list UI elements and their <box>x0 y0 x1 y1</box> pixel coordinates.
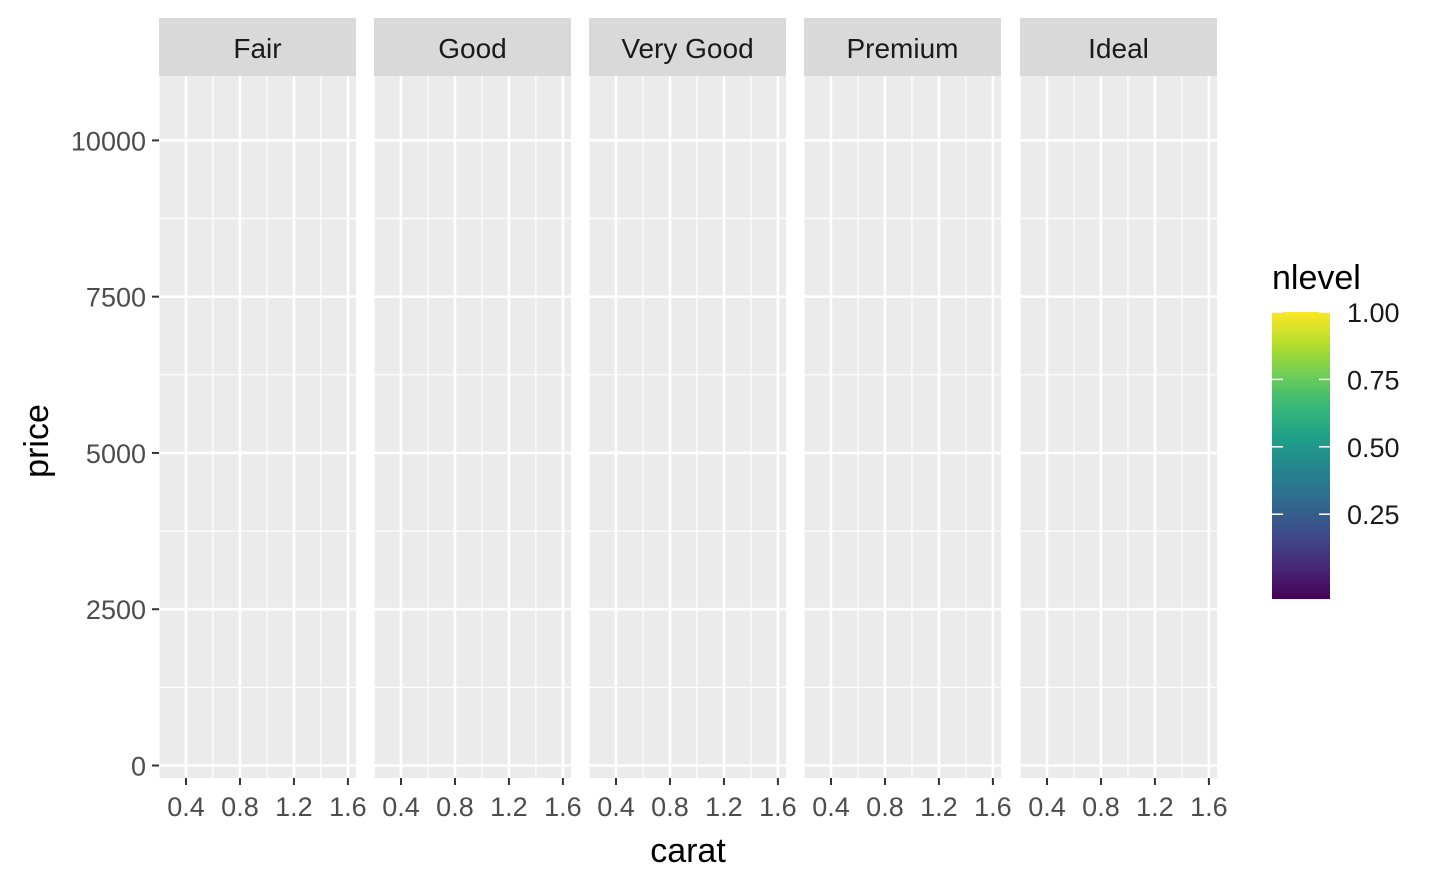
facet-panel: Ideal 0.4 0.8 1.2 1.6 <box>1019 18 1228 822</box>
y-tick-label: 5000 <box>86 439 146 469</box>
facet-label: Premium <box>846 33 958 64</box>
x-tick-label: 0.4 <box>382 792 420 822</box>
x-tick-label: 0.8 <box>866 792 904 822</box>
colorbar-label: 0.25 <box>1347 500 1400 530</box>
x-tick-label: 1.6 <box>544 792 582 822</box>
x-tick-label: 0.8 <box>221 792 259 822</box>
facet-label: Fair <box>233 33 281 64</box>
x-tick-label: 1.6 <box>759 792 797 822</box>
facet-label: Ideal <box>1088 33 1149 64</box>
x-tick-label: 0.8 <box>1082 792 1120 822</box>
x-tick-label: 0.4 <box>812 792 850 822</box>
panel-background <box>159 76 356 778</box>
colorbar-label: 0.75 <box>1347 365 1400 395</box>
facet-label: Good <box>438 33 507 64</box>
facet-panel: Good 0.4 0.8 1.2 1.6 <box>373 18 582 822</box>
facet-panel: Fair 0.4 0.8 1.2 1.6 <box>158 18 367 822</box>
facet-strip <box>374 18 571 76</box>
y-tick-label: 7500 <box>86 283 146 313</box>
x-tick-label: 0.8 <box>651 792 689 822</box>
x-tick-label: 0.4 <box>167 792 205 822</box>
x-tick-label: 0.4 <box>1028 792 1066 822</box>
x-tick-label: 0.4 <box>597 792 635 822</box>
facet-strip <box>589 18 786 76</box>
x-tick-label: 1.2 <box>920 792 958 822</box>
y-tick-label: 2500 <box>86 595 146 625</box>
facet-panel: Premium 0.4 0.8 1.2 1.6 <box>803 18 1012 822</box>
x-tick-label: 0.8 <box>436 792 474 822</box>
colorbar-label: 0.50 <box>1347 433 1400 463</box>
x-tick-label: 1.2 <box>1136 792 1174 822</box>
facet-label: Very Good <box>621 33 753 64</box>
x-tick-label: 1.6 <box>329 792 367 822</box>
colorbar-label: 1.00 <box>1347 298 1400 328</box>
facet-panel: Very Good 0.4 0.8 1.2 1.6 <box>588 18 797 822</box>
y-axis-title: price <box>18 404 56 478</box>
x-tick-label: 1.2 <box>705 792 743 822</box>
facet-strip <box>804 18 1001 76</box>
color-legend: nlevel 0.25 0.50 0.75 1.00 <box>1272 259 1400 599</box>
y-axis: 0 2500 5000 7500 10000 <box>71 126 159 781</box>
panel-background <box>374 76 571 778</box>
x-tick-label: 1.2 <box>275 792 313 822</box>
colorbar-ticks: 0.25 0.50 0.75 1.00 <box>1272 298 1400 530</box>
y-tick-label: 10000 <box>71 126 146 156</box>
panel-background <box>804 76 1001 778</box>
panel-background <box>589 76 786 778</box>
panel-background <box>1020 76 1217 778</box>
colorbar <box>1272 312 1330 599</box>
x-tick-label: 1.6 <box>1190 792 1228 822</box>
facet-strip <box>1020 18 1217 76</box>
facet-strip <box>159 18 356 76</box>
x-tick-label: 1.6 <box>974 792 1012 822</box>
legend-title: nlevel <box>1272 259 1361 297</box>
x-tick-label: 1.2 <box>490 792 528 822</box>
x-axis-title: carat <box>650 832 726 870</box>
y-tick-label: 0 <box>131 751 146 781</box>
